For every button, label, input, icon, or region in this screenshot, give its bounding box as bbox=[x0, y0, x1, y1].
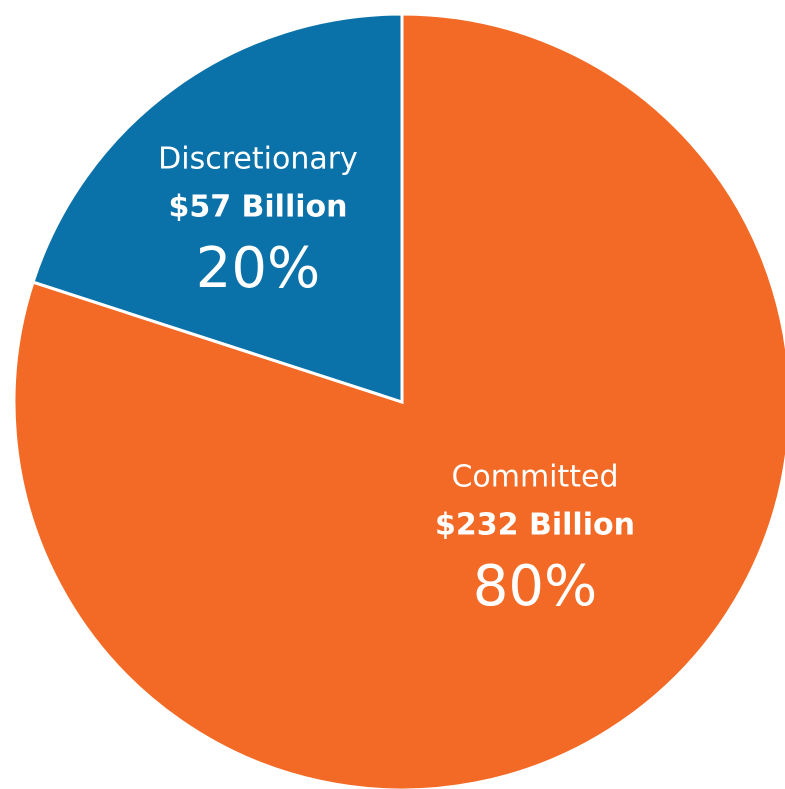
slice-name: Committed bbox=[451, 460, 618, 495]
slice-amount: $232 Billion bbox=[435, 508, 635, 543]
slice-amount: $57 Billion bbox=[168, 190, 347, 225]
pie-slice bbox=[31, 12, 404, 405]
slice-percent: 80% bbox=[473, 554, 597, 619]
slice-percent: 20% bbox=[196, 236, 320, 301]
slice-name: Discretionary bbox=[158, 142, 358, 177]
